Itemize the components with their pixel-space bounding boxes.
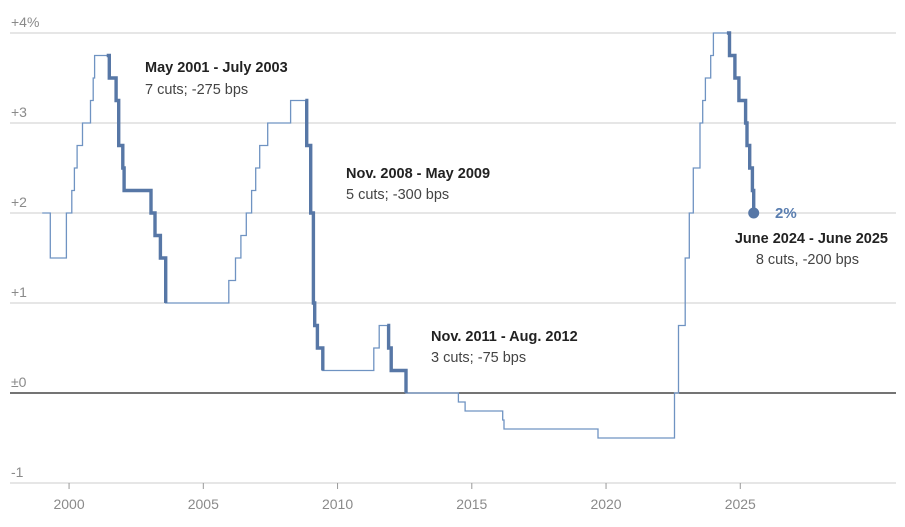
easing-cycle-line-4 [726,31,756,213]
x-tick-label: 2025 [725,496,756,512]
annotation-subtitle-2024: 8 cuts, -200 bps [756,252,859,268]
easing-cycle-line-1 [106,53,168,303]
annotation-title-2024: June 2024 - June 2025 [735,231,888,247]
x-axis: 2000 2005 2010 2015 2020 2025 [10,482,896,512]
end-value-label: 2% [775,205,797,222]
annotation-title-2011: Nov. 2011 - Aug. 2012 [431,329,578,345]
annotation-title-2008: Nov. 2008 - May 2009 [346,166,490,182]
x-tick-label: 2005 [188,496,219,512]
easing-cycle-line-2 [305,98,325,371]
x-tick-label: 2010 [322,496,353,512]
annotations: May 2001 - July 2003 7 cuts; -275 bps No… [145,60,888,366]
end-point-marker [748,207,760,219]
y-tick-label: +4% [11,14,39,30]
annotation-subtitle-2008: 5 cuts; -300 bps [346,187,449,203]
y-tick-label: ±0 [11,374,27,390]
y-tick-label: -1 [11,464,24,480]
y-tick-label: +3 [11,104,27,120]
y-axis-tick-labels: +4% +3 +2 +1 ±0 -1 [11,14,39,480]
series-lines [42,31,760,439]
y-tick-label: +1 [11,284,27,300]
annotation-subtitle-2011: 3 cuts; -75 bps [431,350,526,366]
x-tick-label: 2000 [53,496,84,512]
y-tick-label: +2 [11,194,27,210]
easing-cycle-line-3 [386,323,408,393]
x-tick-label: 2015 [456,496,487,512]
annotation-subtitle-2001: 7 cuts; -275 bps [145,82,248,98]
x-tick-label: 2020 [590,496,621,512]
annotation-title-2001: May 2001 - July 2003 [145,60,288,76]
